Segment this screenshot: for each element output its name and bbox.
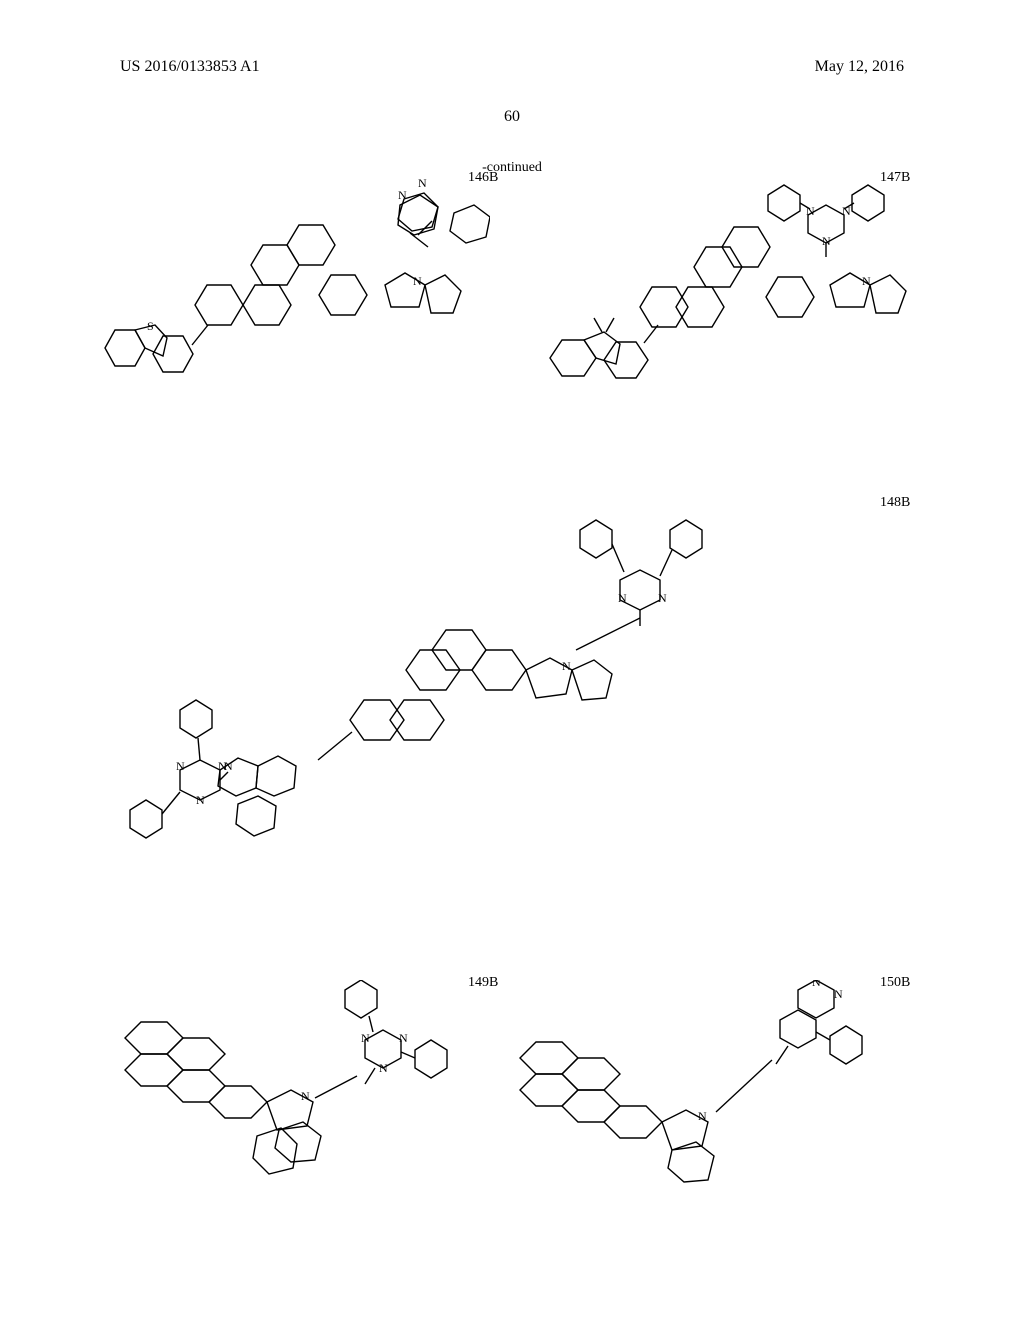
svg-text:N: N — [618, 591, 627, 605]
svg-text:N: N — [224, 759, 233, 773]
svg-text:N: N — [301, 1089, 310, 1103]
svg-text:N: N — [698, 1109, 707, 1123]
svg-text:N: N — [413, 274, 422, 288]
page-number: 60 — [0, 108, 1024, 126]
svg-text:N: N — [812, 980, 821, 989]
page-header: US 2016/0133853 A1 May 12, 2016 — [0, 58, 1024, 88]
structure-146b: S N N N — [100, 175, 490, 425]
publication-number: US 2016/0133853 A1 — [120, 58, 260, 76]
svg-text:N: N — [399, 1031, 408, 1045]
svg-text:N: N — [562, 659, 571, 673]
svg-text:N: N — [398, 188, 407, 202]
svg-text:N: N — [658, 591, 667, 605]
structure-148b: N N N N N N N — [120, 500, 780, 940]
svg-text:S: S — [147, 319, 154, 333]
structure-150b: N N N — [500, 980, 900, 1260]
svg-text:N: N — [361, 1031, 370, 1045]
structure-label-148b: 148B — [880, 495, 910, 511]
continued-label: -continued — [0, 160, 1024, 176]
svg-text:N: N — [834, 987, 843, 1001]
svg-text:N: N — [418, 176, 427, 190]
structure-147b: N N N N — [540, 175, 910, 430]
svg-text:N: N — [196, 793, 205, 807]
svg-text:N: N — [806, 204, 815, 218]
svg-text:N: N — [379, 1061, 388, 1075]
svg-text:N: N — [862, 274, 871, 288]
svg-text:N: N — [176, 759, 185, 773]
publication-date: May 12, 2016 — [815, 58, 904, 76]
structure-149b: N N N N — [95, 980, 495, 1270]
